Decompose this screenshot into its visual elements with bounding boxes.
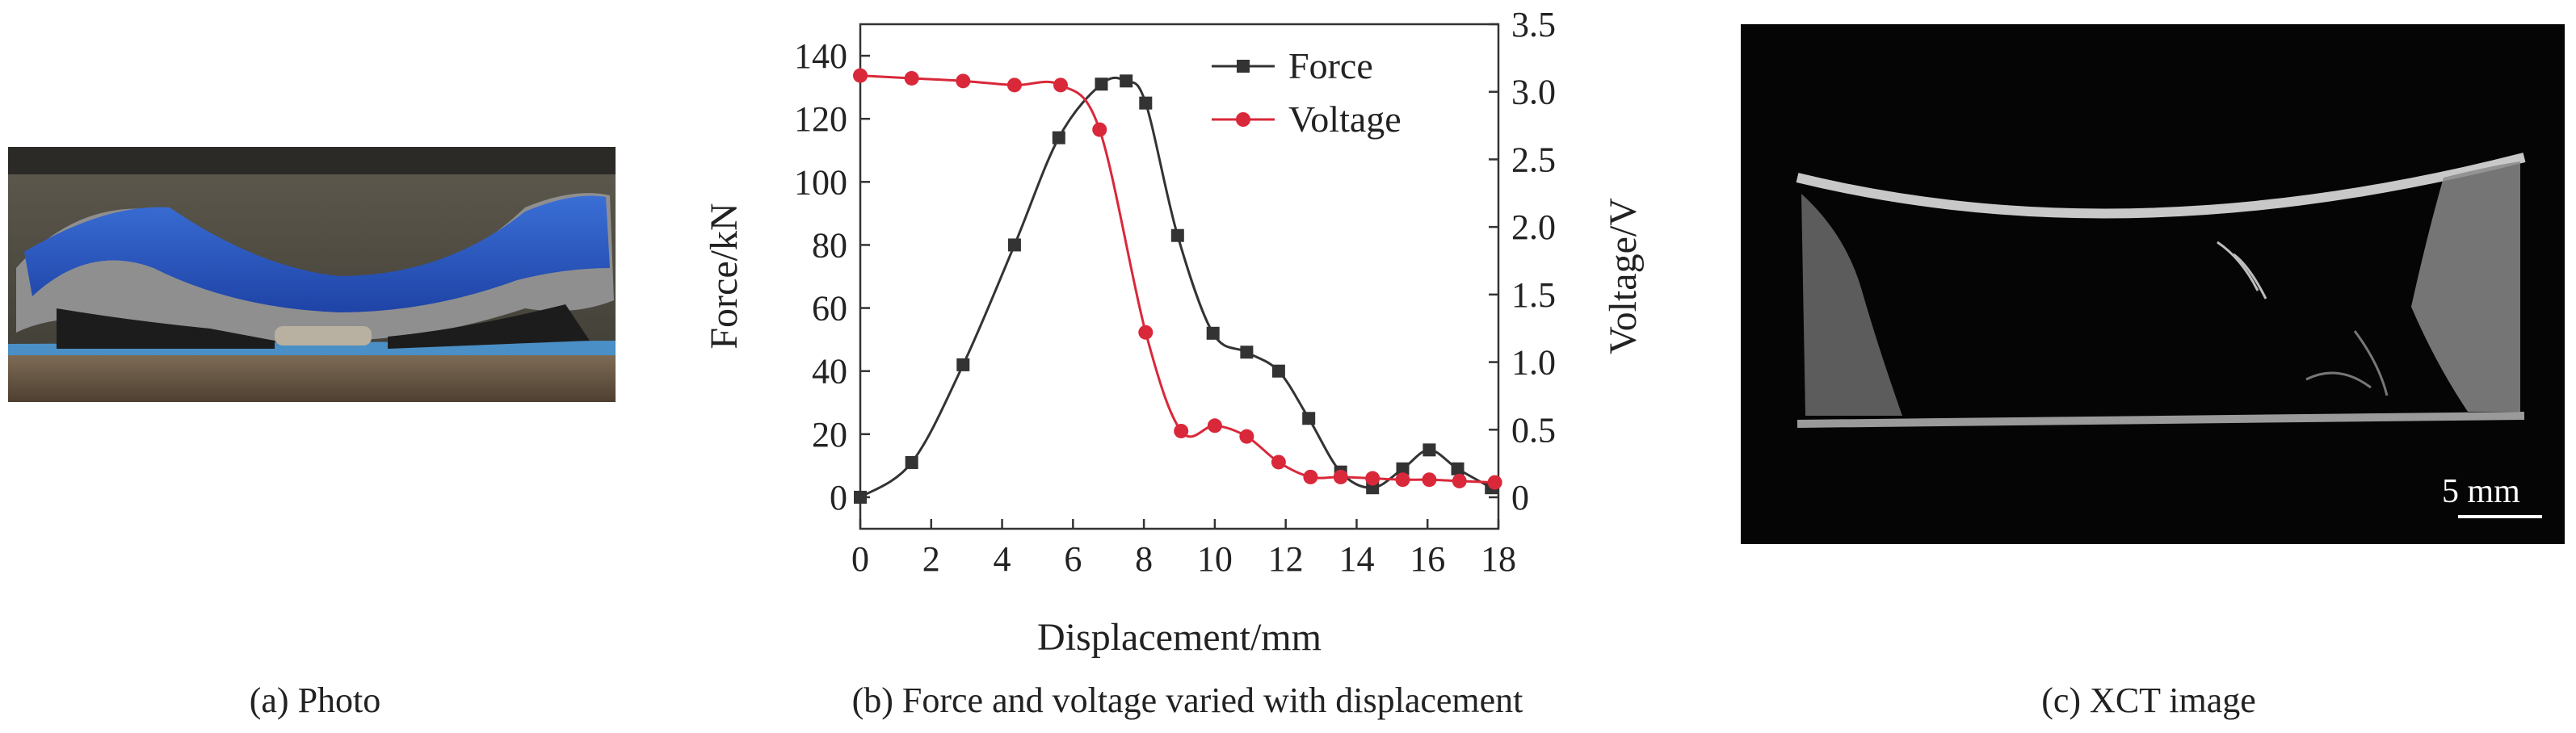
caption-c: (c) XCT image [2041, 681, 2256, 720]
x-tick-label: 10 [1197, 539, 1233, 579]
y-right-tick-label: 2.5 [1511, 140, 1556, 179]
legend-item-voltage: Voltage [1212, 98, 1401, 140]
data-point-voltage [1239, 429, 1254, 444]
caption-a: (a) Photo [249, 681, 381, 720]
data-point-voltage [1452, 473, 1467, 488]
y-left-tick-label: 20 [812, 415, 847, 454]
chart-panel: 0 2 4 6 8 10 12 14 16 18 0 20 40 60 80 100 120 140 0 0.5 1… [695, 0, 1680, 670]
data-point-force [1052, 131, 1065, 145]
data-point-voltage [956, 73, 971, 89]
x-tick-label: 18 [1481, 539, 1516, 579]
y-right-tick-label: 1.0 [1511, 343, 1556, 383]
data-point-voltage [1053, 77, 1068, 93]
legend-item-force: Force [1212, 45, 1373, 86]
x-axis-label: Displacement/mm [1037, 616, 1322, 659]
data-point-force [956, 358, 970, 371]
xct-panel: 5 mm [1741, 24, 2565, 544]
y-left-tick-label: 40 [812, 352, 847, 392]
data-point-force [854, 490, 867, 504]
x-tick-label: 6 [1064, 539, 1082, 579]
photo-panel [8, 147, 616, 402]
x-tick-label: 4 [994, 539, 1011, 579]
y-left-tick-label: 100 [794, 162, 847, 202]
legend-label-force: Force [1288, 45, 1373, 86]
data-point-force [1120, 74, 1133, 88]
y-axis-label-left: Force/kN [703, 203, 746, 349]
data-point-voltage [853, 68, 868, 83]
y-right-tick-label: 2.0 [1511, 207, 1556, 247]
data-point-force [1271, 364, 1285, 378]
x-tick-label: 2 [922, 539, 940, 579]
data-point-force [1170, 228, 1184, 242]
x-tick-label: 14 [1338, 539, 1374, 579]
data-point-voltage [1271, 454, 1286, 470]
x-tick-label: 16 [1410, 539, 1445, 579]
specimen-photo [8, 147, 616, 402]
data-point-force [1451, 462, 1464, 475]
data-point-voltage [904, 70, 919, 86]
legend-label-voltage: Voltage [1288, 98, 1401, 140]
data-point-voltage [1365, 471, 1380, 486]
force-voltage-chart: 0 2 4 6 8 10 12 14 16 18 0 20 40 60 80 100 120 140 0 0.5 1… [703, 5, 1645, 659]
data-point-voltage [1006, 77, 1022, 93]
data-point-voltage [1138, 325, 1154, 340]
y-right-tick-label: 0 [1511, 478, 1529, 517]
xct-image [1796, 153, 2542, 518]
data-point-voltage [1333, 469, 1348, 484]
x-tick-label: 8 [1135, 539, 1153, 579]
legend: Force Voltage [1212, 45, 1401, 140]
data-point-force [1007, 238, 1021, 252]
data-point-voltage [1207, 418, 1222, 434]
caption-b: (b) Force and voltage varied with displa… [851, 681, 1523, 720]
y-left-tick-label: 80 [812, 225, 847, 265]
data-point-voltage [1174, 423, 1189, 438]
data-point-force [905, 455, 918, 469]
data-point-voltage [1395, 472, 1410, 488]
y-left-tick-label: 140 [794, 36, 847, 76]
data-point-force [1139, 96, 1153, 110]
y-right-tick-label: 1.5 [1511, 275, 1556, 315]
y-left-tick-label: 0 [830, 478, 847, 517]
data-point-force [1422, 443, 1436, 457]
y-left-tick-label: 120 [794, 99, 847, 139]
data-point-voltage [1422, 472, 1437, 488]
data-point-force [1095, 77, 1108, 91]
plot-frame [859, 23, 1500, 530]
data-point-force [1302, 412, 1316, 425]
data-point-force [1206, 326, 1220, 340]
y-axis-label-right: Voltage/V [1602, 198, 1645, 354]
scale-bar-label: 5 mm [2442, 473, 2520, 510]
y-right-tick-label: 3.0 [1511, 73, 1556, 112]
data-point-force [1240, 346, 1254, 359]
x-tick-label: 0 [851, 539, 869, 579]
y-right-tick-label: 3.5 [1511, 5, 1556, 44]
data-point-voltage [1487, 475, 1502, 490]
data-point-voltage [1092, 122, 1107, 137]
data-point-voltage [1303, 469, 1318, 484]
data-point-force [1396, 462, 1410, 475]
x-tick-label: 12 [1268, 539, 1304, 579]
y-left-tick-label: 60 [812, 289, 847, 329]
y-right-tick-label: 0.5 [1511, 410, 1556, 450]
